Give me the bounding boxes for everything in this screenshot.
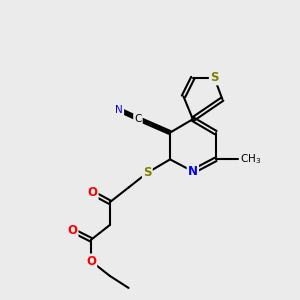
Text: O: O	[86, 255, 96, 268]
Text: S: S	[210, 71, 218, 84]
Text: S: S	[143, 166, 152, 179]
Text: N: N	[115, 105, 123, 115]
Text: O: O	[87, 186, 98, 200]
Text: N: N	[188, 165, 198, 178]
Text: C: C	[134, 114, 142, 124]
Text: CH$_3$: CH$_3$	[240, 152, 261, 166]
Text: O: O	[67, 224, 77, 237]
